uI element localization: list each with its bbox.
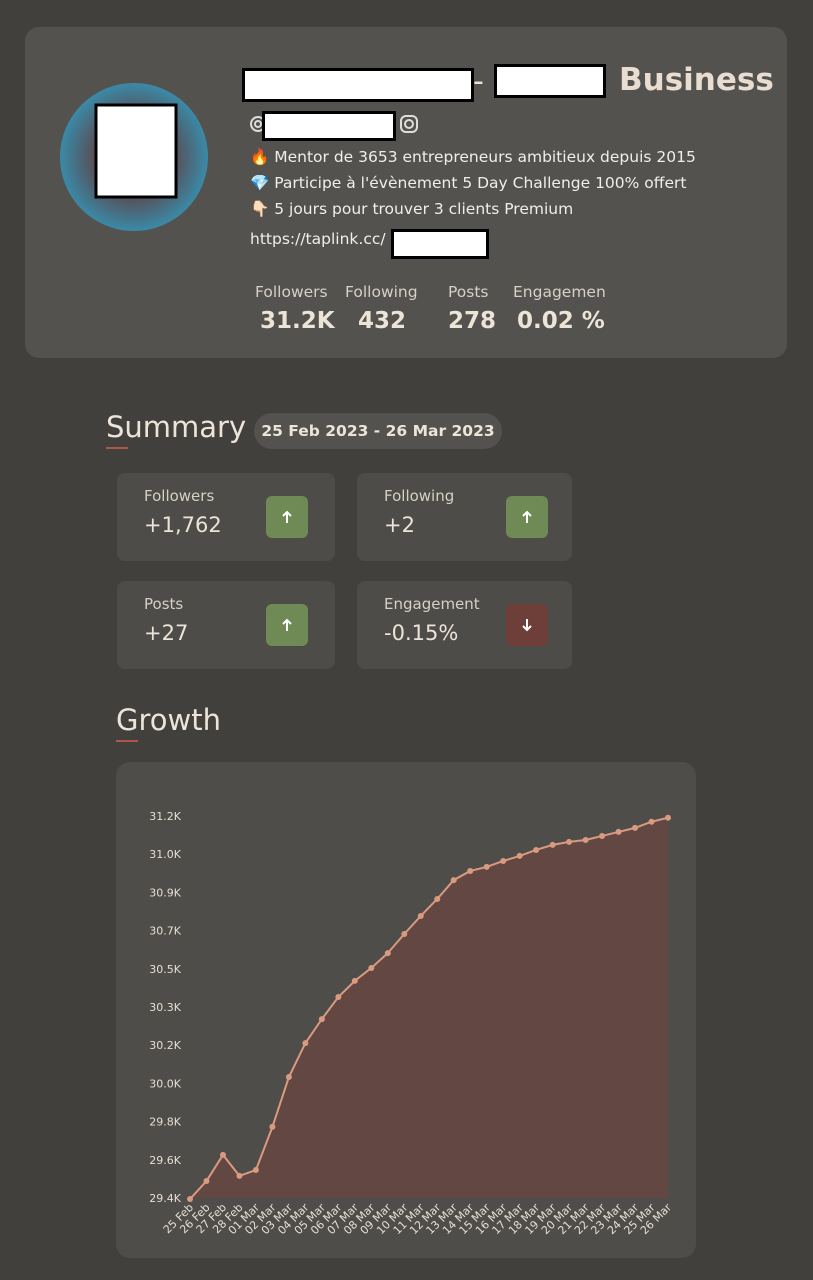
- arrow: [282, 618, 292, 631]
- point: [467, 867, 474, 874]
- card-label: Following: [384, 487, 455, 505]
- avatar: [60, 83, 208, 231]
- y-tick-label: 30.0K: [149, 1077, 181, 1090]
- point: [632, 824, 639, 831]
- card-label: Posts: [144, 595, 184, 613]
- point: [648, 818, 655, 825]
- point: [665, 814, 671, 821]
- point: [566, 838, 573, 845]
- summary-card: Engagement -0.15%: [357, 581, 572, 669]
- arrow: [522, 510, 532, 523]
- profile-link[interactable]: https://taplink.cc/: [250, 230, 386, 248]
- card-label: Engagement: [384, 595, 480, 613]
- y-tick-label: 30.7K: [149, 925, 181, 938]
- y-tick-label: 31.0K: [149, 848, 181, 861]
- stat-value: 432: [358, 308, 407, 334]
- point: [203, 1178, 210, 1185]
- section-title: Growth: [116, 703, 221, 737]
- trend-icon: [506, 496, 548, 538]
- point: [335, 994, 342, 1001]
- bio-line: 🔥 Mentor de 3653 entrepreneurs ambitieux…: [250, 148, 696, 166]
- stat-label: Followers: [255, 283, 328, 301]
- point: [384, 950, 391, 957]
- point: [582, 836, 589, 843]
- point: [599, 832, 606, 839]
- profile-name: Business: [619, 62, 774, 98]
- stat-label: Engagemen: [513, 283, 606, 301]
- y-tick-label: 30.2K: [149, 1039, 181, 1052]
- stat-label: Posts: [448, 283, 489, 301]
- instagram-icon[interactable]: [399, 114, 419, 134]
- point: [187, 1196, 193, 1203]
- card-label: Followers: [144, 487, 215, 505]
- point: [285, 1074, 292, 1081]
- name-separator: -: [473, 64, 484, 99]
- stat-value: 278: [448, 308, 497, 334]
- underline: [116, 740, 138, 742]
- stat-label: Following: [345, 283, 418, 301]
- underline: [106, 447, 128, 449]
- date-range: 25 Feb 2023 - 26 Mar 2023: [254, 413, 502, 449]
- section-title: Summary: [106, 410, 247, 444]
- redaction: [494, 64, 606, 98]
- point: [368, 964, 375, 971]
- y-tick-label: 30.5K: [149, 963, 181, 976]
- trend-icon: [266, 496, 308, 538]
- y-tick-label: 31.2K: [149, 810, 181, 823]
- bio-line: 💎 Participe à l'évènement 5 Day Challeng…: [250, 174, 687, 192]
- y-tick-label: 29.4K: [149, 1192, 181, 1205]
- point: [500, 857, 507, 864]
- redaction: [242, 68, 474, 102]
- point: [252, 1166, 259, 1173]
- y-tick-label: 30.3K: [149, 1001, 181, 1014]
- arrow: [282, 510, 292, 523]
- y-tick-label: 30.9K: [149, 886, 181, 899]
- point: [615, 828, 622, 835]
- point: [549, 841, 556, 848]
- area: [190, 817, 668, 1200]
- summary-card: Following +2: [357, 473, 572, 561]
- point: [219, 1151, 226, 1158]
- card-value: +27: [144, 621, 189, 645]
- trend-icon: [266, 604, 308, 646]
- trend-icon: [506, 604, 548, 646]
- point: [417, 912, 424, 919]
- card-value: +2: [384, 513, 415, 537]
- point: [450, 877, 457, 884]
- point: [269, 1123, 276, 1130]
- point: [351, 977, 358, 984]
- redaction: [262, 111, 396, 141]
- summary-card: Posts +27: [117, 581, 335, 669]
- stat-value: 0.02 %: [517, 308, 605, 334]
- point: [516, 852, 523, 859]
- point: [302, 1040, 309, 1047]
- redaction: [391, 229, 489, 259]
- stat-value: 31.2K: [260, 308, 335, 334]
- point: [318, 1016, 325, 1023]
- card-value: +1,762: [144, 513, 222, 537]
- arrow: [522, 619, 532, 632]
- point: [401, 930, 408, 937]
- summary-card: Followers +1,762: [117, 473, 335, 561]
- y-tick-label: 29.6K: [149, 1154, 181, 1167]
- y-tick-label: 29.8K: [149, 1116, 181, 1129]
- point: [236, 1172, 243, 1179]
- card-value: -0.15%: [384, 621, 459, 645]
- point: [533, 846, 540, 853]
- point: [483, 863, 490, 870]
- point: [434, 895, 441, 902]
- bio-line: 👇🏻 5 jours pour trouver 3 clients Premiu…: [250, 200, 574, 218]
